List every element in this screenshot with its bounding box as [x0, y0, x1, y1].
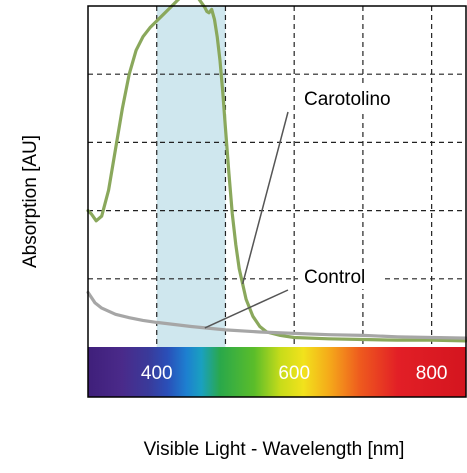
annotation-leader-control [204, 289, 289, 329]
spectrum-bar [88, 347, 466, 397]
x-axis-label: Visible Light - Wavelength [nm] [144, 439, 405, 460]
highlight-band [156, 6, 226, 397]
annotation-bg [298, 85, 415, 111]
annotation-leader-carotolino [241, 111, 289, 285]
series-line-control [86, 290, 467, 340]
y-axis-label: Absorption [AU] [20, 135, 41, 268]
x-tick-label: 400 [141, 363, 173, 384]
annotation-bg [298, 263, 384, 289]
x-tick-label: 600 [278, 363, 310, 384]
annotation-label-control: Control [304, 267, 365, 288]
annotation-label-carotolino: Carotolino [304, 89, 391, 110]
plot-frame [87, 5, 467, 398]
series-line-carotolino [86, 0, 467, 343]
x-tick-label: 800 [416, 363, 448, 384]
